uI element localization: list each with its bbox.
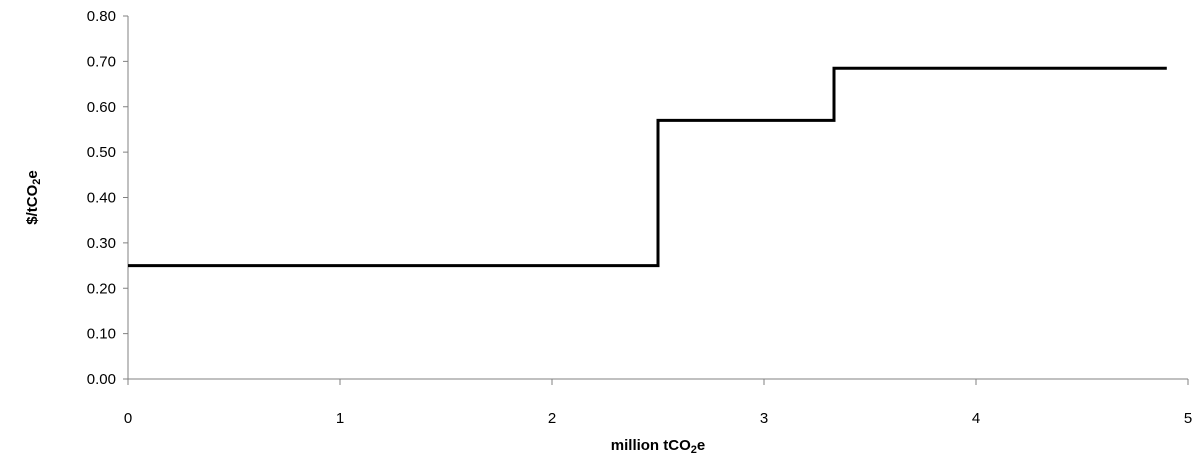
x-tick-label: 1 (336, 410, 344, 427)
x-tick-label: 0 (124, 410, 132, 427)
x-tick-label: 4 (972, 410, 980, 427)
y-tick-label: 0.10 (87, 326, 116, 343)
y-tick-label: 0.50 (87, 144, 116, 161)
x-axis-ticks: 0 1 2 3 4 5 (124, 379, 1192, 427)
series-step-line (128, 66, 1167, 268)
x-axis-title-sub: 2 (691, 444, 697, 456)
y-axis-title-main: $/tCO (24, 184, 41, 224)
y-tick-label: 0.30 (87, 235, 116, 252)
y-tick-label: 0.80 (87, 8, 116, 25)
y-tick-label: 0.00 (87, 371, 116, 388)
y-axis-title-sub: 2 (31, 179, 43, 185)
y-axis-ticks: 0.00 0.10 0.20 0.30 0.40 0.50 0.60 0.70 0.80 (87, 8, 128, 388)
y-tick-label: 0.20 (87, 280, 116, 297)
y-tick-label: 0.70 (87, 53, 116, 70)
x-tick-label: 5 (1184, 410, 1192, 427)
x-axis-title-main: million tCO (611, 437, 691, 454)
y-tick-label: 0.60 (87, 99, 116, 116)
y-tick-label: 0.40 (87, 190, 116, 207)
x-tick-label: 2 (548, 410, 556, 427)
y-axis-title: $/tCO2e (24, 170, 43, 224)
x-axis-title: million tCO2e (611, 437, 705, 456)
x-tick-label: 3 (760, 410, 768, 427)
x-axis-title-suffix: e (697, 437, 705, 454)
y-axis-title-suffix: e (24, 170, 41, 178)
series-layer (128, 66, 1167, 268)
